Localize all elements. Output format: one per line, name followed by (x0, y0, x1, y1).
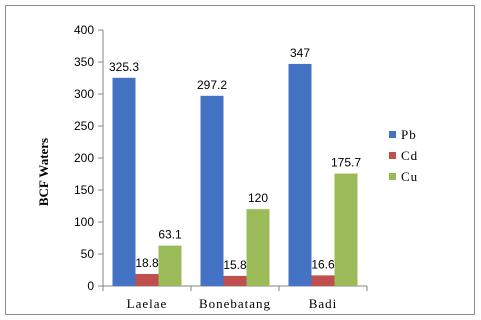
data-label: 347 (290, 46, 310, 60)
legend-swatch-cu (389, 173, 396, 180)
y-tick-label: 300 (74, 87, 94, 101)
legend-label: Pb (401, 127, 417, 142)
bar-cu (334, 173, 358, 286)
y-ticks: 0 50 100 150 200 250 300 350 400 (74, 23, 103, 293)
legend-swatch-pb (389, 131, 396, 138)
y-tick-label: 400 (74, 23, 94, 37)
bar-pb (288, 63, 312, 286)
legend-label: Cd (401, 148, 418, 163)
bar-cu (158, 245, 182, 286)
data-label: 175.7 (331, 156, 361, 170)
y-tick-label: 200 (74, 151, 94, 165)
x-tick-label: Bonebatang (199, 296, 271, 311)
bar-cd (135, 273, 159, 286)
legend-label: Cu (401, 169, 418, 184)
y-axis-label: BCF Waters (36, 138, 51, 206)
x-tick-labels: Laelae Bonebatang Badi (127, 296, 338, 311)
y-tick-label: 50 (81, 247, 95, 261)
data-label: 16.6 (311, 257, 335, 271)
data-label: 325.3 (109, 60, 139, 74)
x-tick-label: Laelae (127, 296, 168, 311)
data-label: 18.8 (135, 256, 159, 270)
data-labels: 325.3 18.8 63.1 297.2 15.8 120 347 16.6 175.7 (109, 46, 361, 272)
y-tick-label: 250 (74, 119, 94, 133)
axes (102, 30, 367, 287)
bars (102, 63, 368, 291)
legend: Pb Cd Cu (389, 127, 418, 184)
data-label: 297.2 (197, 78, 227, 92)
chart-frame (5, 5, 475, 315)
x-tick-label: Badi (309, 296, 338, 311)
legend-swatch-cd (389, 152, 396, 159)
y-tick-label: 0 (87, 279, 94, 293)
y-tick-label: 350 (74, 55, 94, 69)
data-label: 15.8 (223, 258, 247, 272)
y-tick-label: 100 (74, 215, 94, 229)
y-tick-label: 150 (74, 183, 94, 197)
data-label: 120 (248, 191, 268, 205)
bar-cd (223, 275, 247, 286)
bar-cd (311, 275, 335, 286)
bar-pb (112, 77, 136, 286)
bar-pb (200, 95, 224, 287)
data-label: 63.1 (158, 228, 182, 242)
bar-cu (246, 209, 270, 286)
